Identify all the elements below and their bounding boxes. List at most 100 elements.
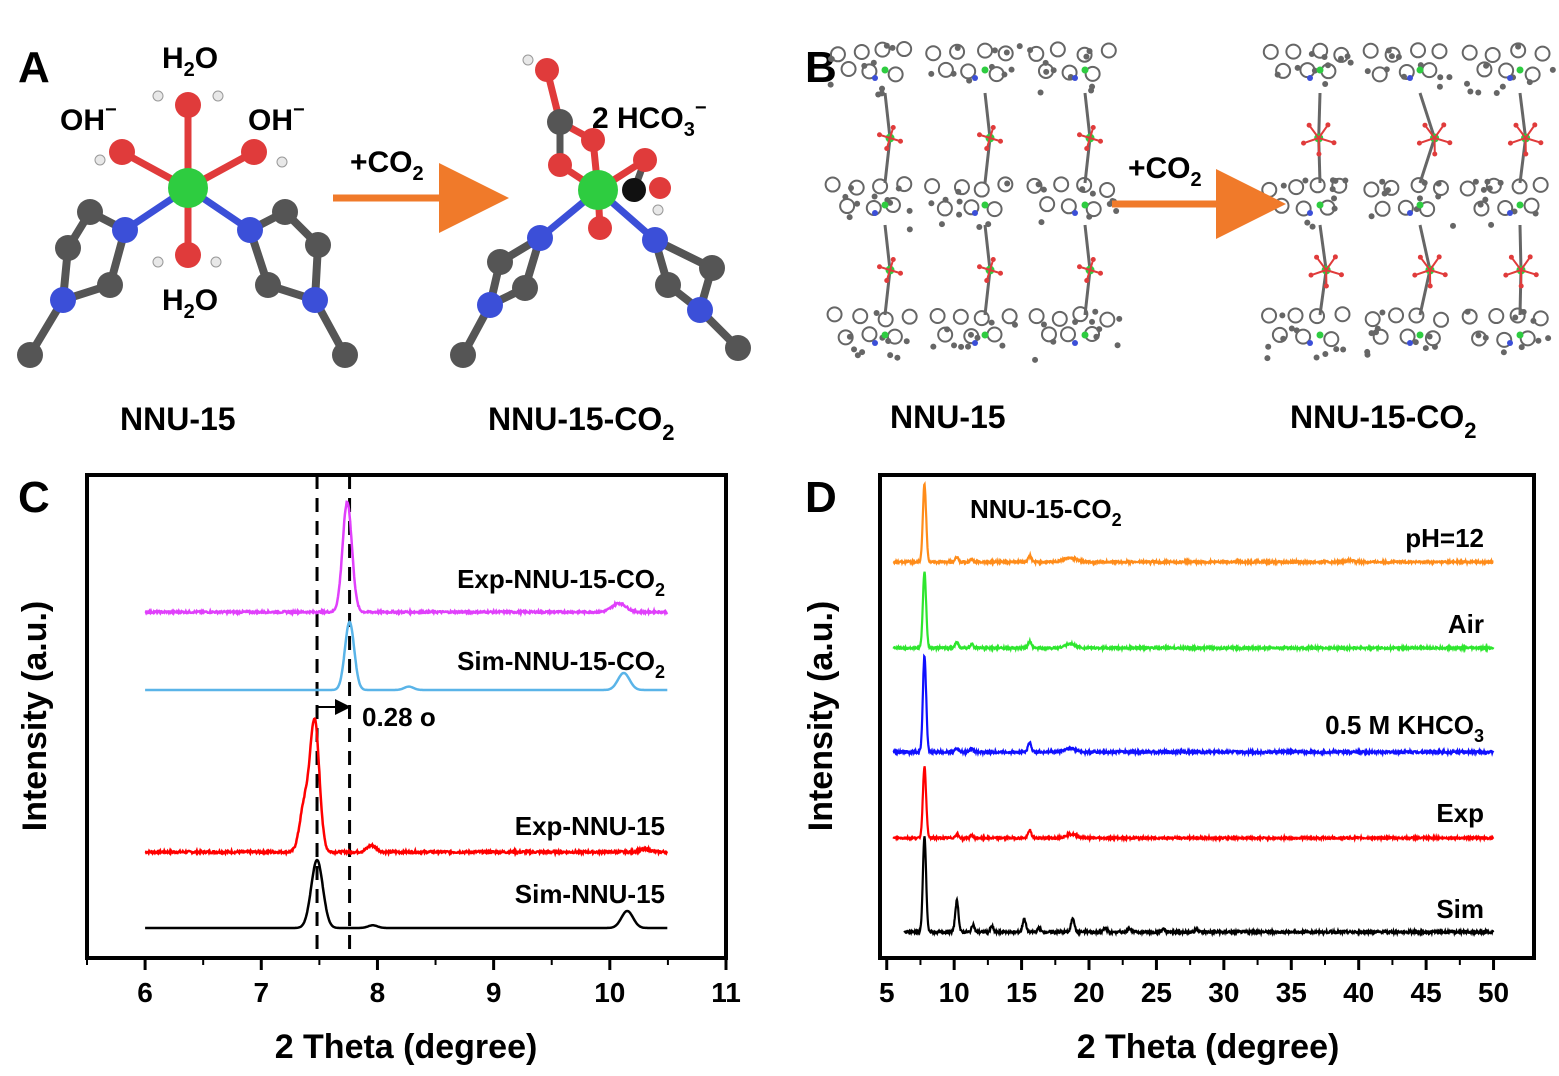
framework-atom [951,342,958,349]
x-tick-label-d: 25 [1141,977,1172,1008]
framework-atom [1488,221,1495,228]
framework-atom [846,333,853,340]
oxygen-atom [1447,140,1453,146]
pillar [1418,92,1436,139]
series-label-d: Air [1448,609,1484,639]
series-labels-d: Sim Exp 0.5 M KHCO3 Air pH=12 [1325,523,1484,924]
label-h2o-top: H2O [162,42,218,81]
framework-atom [1321,53,1328,60]
framework-atom [1116,315,1123,322]
oxygen-atom [1332,254,1338,260]
framework-atom [955,188,962,195]
oxygen-atom [1538,140,1544,146]
framework-ring [840,61,857,78]
label-h2o-bottom: H2O [162,284,218,323]
framework-ring [986,326,1003,343]
framework-atom [1344,53,1351,60]
oxygen-atom [1417,254,1423,260]
series-line-c [144,500,669,618]
framework-atom [1545,335,1552,342]
series-line-d [892,571,1495,654]
metal-atom [1081,331,1089,339]
framework-atom [1500,349,1507,356]
framework-atom [1347,59,1354,66]
series-line-d [903,836,1495,938]
x-axis-d: 5 10 15 20 25 30 35 40 45 50 [879,958,1509,1008]
framework-ring [1484,46,1501,63]
caption-b-left: NNU-15 [890,399,1006,435]
framework-ring [1334,306,1351,323]
oxygen-atom [1325,122,1331,128]
framework-ring [1099,181,1116,198]
framework-atom [1482,196,1489,203]
x-tick-label-d: 10 [939,977,970,1008]
ligand-bond [1433,124,1445,139]
ligand-bond [1308,124,1320,139]
framework-atom [930,343,937,350]
framework-ring [1461,308,1478,325]
series-label-c: Exp-NNU-15 [515,811,665,841]
oxygen-atom [1308,272,1314,278]
framework-atom [1383,66,1390,73]
nitrogen-atom [872,210,878,216]
framework-ring [1275,62,1292,79]
framework-ring [1509,307,1526,324]
oxygen-atom [876,264,882,270]
framework-atom [1401,73,1408,80]
caption-a-right: NNU-15-CO2 [488,401,674,445]
framework-ring [1099,311,1116,328]
framework-ring [1510,42,1527,59]
panel-a: A [17,42,751,445]
pillar [983,269,992,316]
framework-atom [1482,334,1489,341]
nitrogen-atom [1307,340,1313,346]
ligand-bond [1429,256,1440,271]
nitrogen-atom [1072,210,1078,216]
oxygen-atom [1527,254,1533,260]
framework-atom [1313,354,1320,361]
framework-ring [852,308,869,325]
oxygen-atom [1532,122,1538,128]
framework-atom [976,223,983,230]
pillar [983,224,992,271]
series-d [892,481,1495,938]
series-labels-c: Sim-NNU-15 Exp-NNU-15 Sim-NNU-15-CO2 Exp-NN… [457,564,665,909]
ligand-bond [1510,256,1522,271]
framework-ring [826,306,843,323]
series-line-d [892,481,1494,568]
x-axis-c: 6 7 8 9 10 11 [86,958,741,1008]
framework-atom [1274,71,1281,78]
framework-atom [1467,88,1474,95]
framework-ring [839,198,856,215]
oxygen-atom [1442,272,1448,278]
framework-atom [1086,48,1093,55]
ligand-bond [1429,269,1446,276]
metal-atom [881,201,889,209]
pillar [1518,224,1523,271]
framework-ring [1028,45,1045,62]
framework-ring [1371,66,1388,83]
framework-atom [1329,186,1336,193]
framework-atom [1475,332,1482,339]
arrow-label-b: +CO2 [1128,152,1202,191]
framework-atom [1342,177,1349,184]
framework-ring [1374,200,1391,217]
framework-atom [846,214,853,221]
nitrogen-atom [972,340,978,346]
framework-atom [1038,219,1045,226]
framework-ring [1433,311,1450,328]
framework-atom [1477,201,1484,208]
pillar [883,269,892,316]
pillar [1418,137,1436,184]
ligand-bond [1318,137,1335,144]
framework-atom [1486,185,1493,192]
framework-atom [1288,325,1295,332]
framework-ring [1288,179,1305,196]
framework-atom [1421,179,1428,186]
pillar [1318,269,1328,316]
framework-atom [1364,68,1371,75]
framework-atom [873,310,880,317]
framework-atom [1079,186,1086,193]
framework-atom [958,343,965,350]
metal-atom [1316,66,1324,74]
